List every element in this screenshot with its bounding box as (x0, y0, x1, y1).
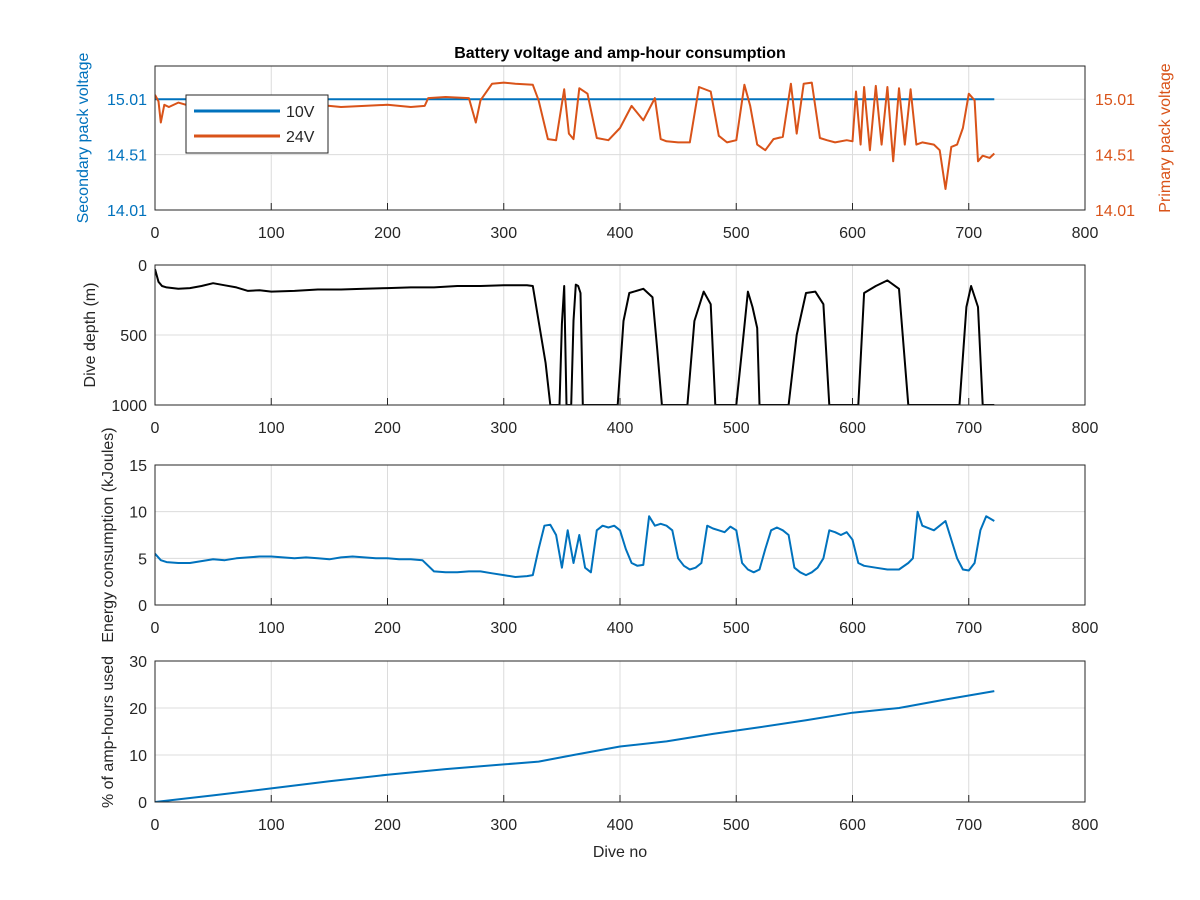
energy-y-tick-label: 15 (129, 458, 147, 475)
depth-x-tick-label: 300 (490, 420, 517, 437)
voltage-right-y-tick-labels: 14.01 14.51 15.01 (1095, 92, 1135, 220)
amp-hours-y-tick-label: 30 (129, 654, 147, 671)
energy-x-tick-label: 100 (258, 620, 285, 637)
energy-x-tick-label: 200 (374, 620, 401, 637)
depth-plot-frame (154, 264, 1086, 406)
depth-series-line (155, 268, 995, 405)
legend: 10V 24V (185, 94, 329, 154)
voltage-left-y-label: Secondary pack voltage (75, 53, 92, 224)
depth-y-tick-label: 1000 (111, 398, 147, 415)
depth-x-tick-label: 400 (607, 420, 634, 437)
energy-series (155, 510, 995, 578)
amp-hours-x-tick-label: 600 (839, 817, 866, 834)
energy-x-tick-label: 400 (607, 620, 634, 637)
voltage-x-tick-label: 800 (1072, 225, 1099, 242)
depth-x-tick-label: 700 (955, 420, 982, 437)
voltage-y-tick-label: 14.01 (107, 203, 147, 220)
amp-hours-panel: 0 100 200 300 400 500 600 700 800 0 10 20 30 % of a… (100, 654, 1098, 861)
depth-x-tick-label: 500 (723, 420, 750, 437)
depth-x-tick-label: 100 (258, 420, 285, 437)
amp-hours-x-tick-label: 500 (723, 817, 750, 834)
voltage-x-tick-label: 200 (374, 225, 401, 242)
voltage-y-tick-labels: 14.01 14.51 15.01 (107, 92, 147, 220)
amp-hours-y-tick-label: 10 (129, 748, 147, 765)
energy-x-tick-labels: 0 100 200 300 400 500 600 700 800 (151, 620, 1099, 637)
energy-panel: 0 100 200 300 400 500 600 700 800 0 5 10 15 Energy … (100, 427, 1098, 642)
depth-y-tick-labels: 0 500 1000 (111, 258, 147, 415)
amp-hours-x-tick-label: 800 (1072, 817, 1099, 834)
amp-hours-series-line (155, 690, 995, 802)
depth-panel: 0 100 200 300 400 500 600 700 800 0 500 1000 Dive … (82, 258, 1098, 437)
energy-x-tick-label: 600 (839, 620, 866, 637)
legend-label-24v: 24V (286, 129, 315, 146)
depth-y-tick-label: 500 (120, 328, 147, 345)
chart-title: Battery voltage and amp-hour consumption (454, 45, 786, 62)
voltage-right-y-tick-label: 14.51 (1095, 148, 1135, 165)
energy-series-line (155, 510, 995, 578)
energy-y-tick-label: 5 (138, 551, 147, 568)
energy-x-tick-label: 0 (151, 620, 160, 637)
energy-y-tick-label: 0 (138, 598, 147, 615)
amp-hours-y-tick-label: 20 (129, 701, 147, 718)
legend-label-10v: 10V (286, 104, 315, 121)
energy-x-tick-label: 700 (955, 620, 982, 637)
depth-x-tick-label: 200 (374, 420, 401, 437)
depth-x-tick-label: 800 (1072, 420, 1099, 437)
amp-hours-x-tick-label: 700 (955, 817, 982, 834)
x-axis-label: Dive no (593, 844, 647, 861)
voltage-x-tick-label: 600 (839, 225, 866, 242)
voltage-x-tick-labels: 0 100 200 300 400 500 600 700 800 (151, 225, 1099, 242)
amp-hours-x-tick-label: 400 (607, 817, 634, 834)
amp-hours-x-tick-labels: 0 100 200 300 400 500 600 700 800 (151, 817, 1099, 834)
depth-x-tick-label: 0 (151, 420, 160, 437)
voltage-plot-frame (154, 65, 1086, 211)
voltage-x-tick-label: 700 (955, 225, 982, 242)
voltage-right-y-tick-label: 14.01 (1095, 203, 1135, 220)
depth-y-label: Dive depth (m) (82, 283, 99, 388)
voltage-x-tick-label: 0 (151, 225, 160, 242)
voltage-x-tick-label: 100 (258, 225, 285, 242)
energy-y-label: Energy consumption (kJoules) (100, 427, 117, 642)
depth-series (155, 268, 995, 405)
amp-hours-x-tick-label: 100 (258, 817, 285, 834)
amp-hours-x-tick-label: 200 (374, 817, 401, 834)
voltage-right-y-tick-label: 15.01 (1095, 92, 1135, 109)
voltage-y-tick-label: 14.51 (107, 148, 147, 165)
amp-hours-plot-frame (154, 660, 1086, 803)
voltage-series-24v (155, 81, 995, 190)
amp-hours-series (155, 690, 995, 802)
voltage-right-y-label: Primary pack voltage (1157, 63, 1174, 212)
energy-x-tick-label: 500 (723, 620, 750, 637)
energy-x-tick-label: 800 (1072, 620, 1099, 637)
energy-x-tick-label: 300 (490, 620, 517, 637)
amp-hours-y-tick-label: 0 (138, 795, 147, 812)
energy-y-tick-label: 10 (129, 505, 147, 522)
amp-hours-y-label: % of amp-hours used (100, 656, 117, 808)
voltage-panel: 0 100 200 300 400 500 600 700 800 14.01 14.51 15.0… (75, 45, 1174, 242)
amp-hours-x-tick-label: 0 (151, 817, 160, 834)
depth-x-tick-labels: 0 100 200 300 400 500 600 700 800 (151, 420, 1099, 437)
energy-y-tick-labels: 0 5 10 15 (129, 458, 147, 615)
legend-box (185, 94, 329, 154)
depth-x-tick-label: 600 (839, 420, 866, 437)
voltage-x-tick-label: 400 (607, 225, 634, 242)
energy-plot-frame (154, 464, 1086, 606)
amp-hours-y-tick-labels: 0 10 20 30 (129, 654, 147, 812)
amp-hours-x-tick-label: 300 (490, 817, 517, 834)
voltage-x-tick-label: 300 (490, 225, 517, 242)
depth-y-tick-label: 0 (138, 258, 147, 275)
voltage-x-tick-label: 500 (723, 225, 750, 242)
voltage-y-tick-label: 15.01 (107, 92, 147, 109)
